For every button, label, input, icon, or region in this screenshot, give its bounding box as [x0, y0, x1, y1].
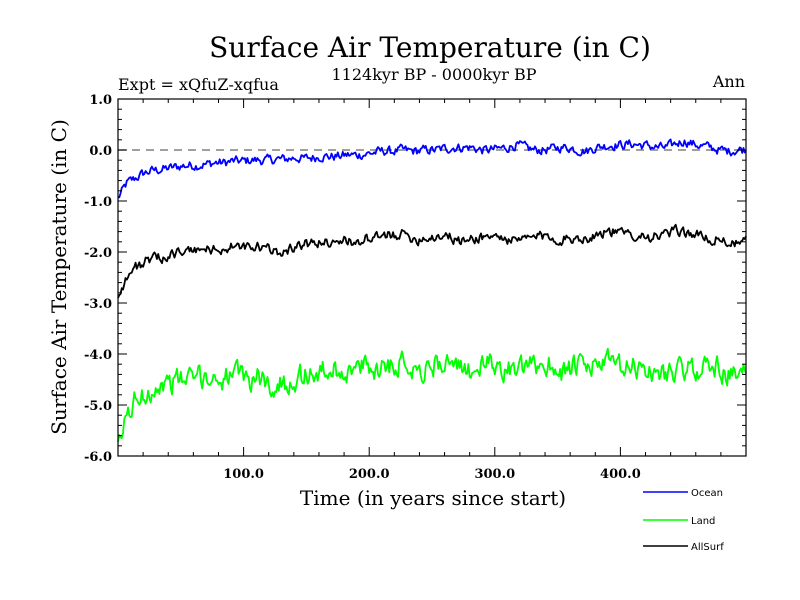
legend-label-allsurf: AllSurf: [691, 542, 724, 553]
y-tick-label: -4.0: [84, 348, 112, 363]
y-tick-label: -3.0: [84, 297, 112, 312]
axis-ticks: 1.0 0.0 -1.0 -2.0 -3.0 -4.0 -5.0 -6.0 100.0 200.0…: [84, 93, 746, 482]
series-line-land: [117, 347, 747, 443]
x-tick-label: 200.0: [349, 467, 390, 482]
plot-area: 1.0 0.0 -1.0 -2.0 -3.0 -4.0 -5.0 -6.0 100.0 200.0…: [84, 93, 747, 482]
plot-frame: [117, 98, 747, 457]
y-tick-label: 1.0: [89, 93, 112, 108]
legend: Ocean Land AllSurf: [643, 488, 724, 553]
expt-label: Expt = xQfuZ-xqfua: [118, 75, 279, 94]
y-tick-label: 0.0: [89, 144, 112, 159]
chart-title: Surface Air Temperature (in C): [209, 31, 651, 64]
legend-label-land: Land: [691, 516, 715, 527]
y-tick-label: -6.0: [84, 450, 112, 465]
period-label: Ann: [712, 72, 745, 91]
series-line-allsurf: [117, 223, 747, 299]
x-tick-label: 400.0: [600, 467, 641, 482]
chart-subtitle: 1124kyr BP - 0000kyr BP: [332, 65, 537, 84]
x-tick-label: 100.0: [223, 467, 264, 482]
series-layer: [117, 138, 747, 443]
y-tick-label: -1.0: [84, 195, 112, 210]
legend-label-ocean: Ocean: [691, 488, 723, 499]
series-line-ocean: [117, 138, 747, 199]
y-tick-label: -5.0: [84, 399, 112, 414]
y-tick-label: -2.0: [84, 246, 112, 261]
x-axis-label: Time (in years since start): [300, 486, 566, 510]
y-axis-label: Surface Air Temperature (in C): [47, 119, 71, 435]
x-tick-label: 300.0: [474, 467, 515, 482]
